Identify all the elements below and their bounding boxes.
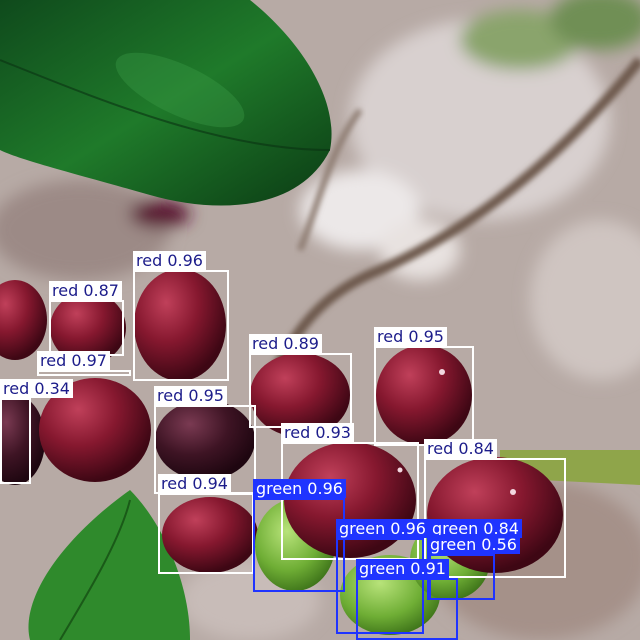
red-detection-label: red 0.87	[49, 281, 122, 300]
red-detection-box	[158, 493, 254, 574]
red-detection-box	[133, 270, 229, 381]
green-detection-box	[336, 538, 424, 634]
red-detection-label: red 0.95	[154, 386, 227, 405]
red-detection-box	[0, 398, 31, 484]
green-detection-label: green 0.56	[427, 535, 520, 554]
green-detection-label: green 0.96	[336, 519, 429, 538]
green-detection-label: green 0.96	[253, 479, 346, 498]
red-detection-label: red 0.94	[158, 474, 231, 493]
green-detection-box	[356, 578, 458, 640]
red-detection-label: red 0.97	[37, 351, 110, 370]
green-detection-label: green 0.84	[429, 519, 522, 538]
red-detection-box	[374, 346, 474, 446]
red-detection-label: red 0.95	[374, 327, 447, 346]
red-detection-box	[249, 353, 352, 428]
red-detection-box	[424, 458, 566, 578]
red-detection-box	[49, 300, 124, 356]
green-detection-box	[253, 498, 345, 592]
red-detection-label: red 0.84	[424, 439, 497, 458]
red-detection-label: red 0.93	[281, 423, 354, 442]
red-detection-box	[281, 442, 419, 560]
red-detection-label: red 0.89	[249, 334, 322, 353]
green-detection-label: green 0.91	[356, 559, 449, 578]
red-detection-box	[37, 370, 131, 376]
red-detection-label: red 0.34	[0, 379, 73, 398]
red-detection-label: red 0.96	[133, 251, 206, 270]
